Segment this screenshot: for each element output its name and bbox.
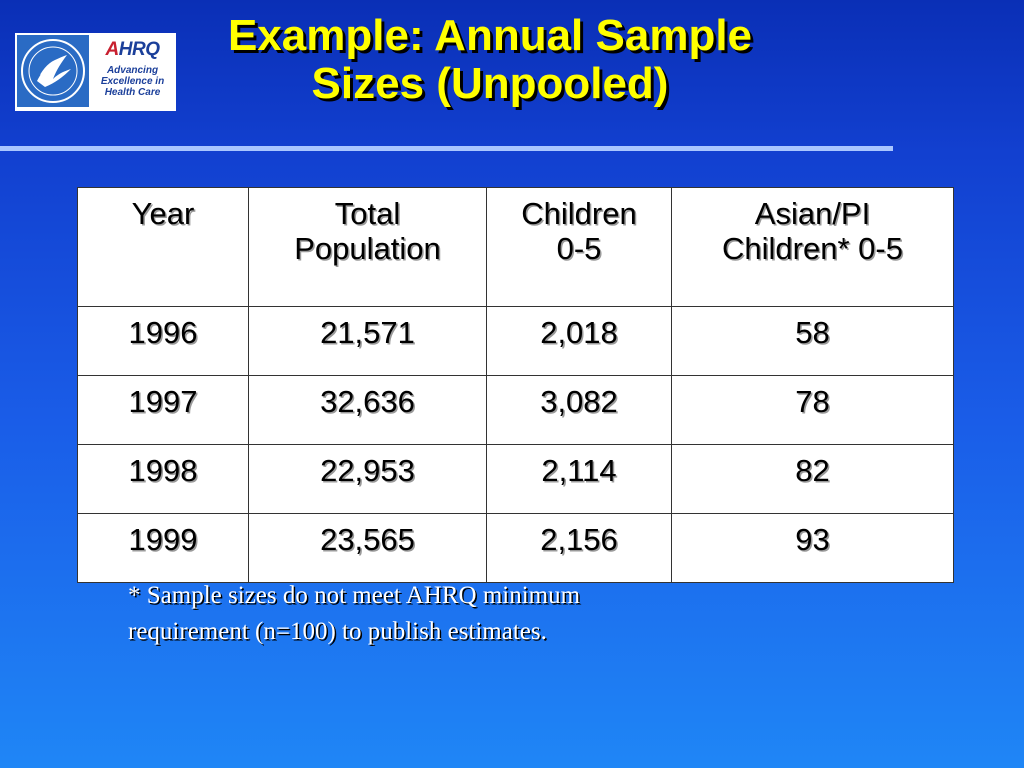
header-text: Total	[334, 196, 401, 231]
ahrq-logo: AHRQ Advancing Excellence in Health Care	[91, 35, 174, 109]
cell-total-population: 21,571	[248, 306, 487, 376]
slide-title-line: Sizes (Unpooled)	[311, 59, 669, 108]
footnote: * Sample sizes do not meet AHRQ minimum …	[128, 578, 768, 650]
sample-size-table: Year Total Population Children 0-5 Asian…	[77, 187, 954, 583]
ahrq-tagline-line: Health Care	[104, 87, 161, 98]
table-row: 1998 22,953 2,114 82	[77, 444, 954, 514]
footnote-line: * Sample sizes do not meet AHRQ minimum	[128, 582, 581, 609]
table-row: 1997 32,636 3,082 78	[77, 375, 954, 445]
cell-year: 1996	[77, 306, 249, 376]
cell-total-population: 23,565	[248, 513, 487, 583]
header-text: Population	[294, 231, 441, 266]
header-asian-pi-children: Asian/PI Children* 0-5	[671, 187, 954, 307]
cell-asian-pi-children: 93	[671, 513, 954, 583]
cell-children: 2,156	[486, 513, 672, 583]
ahrq-tagline-line: Excellence in	[100, 76, 165, 87]
header-text: Asian/PI	[754, 196, 871, 231]
title-divider	[0, 146, 893, 151]
header-children-0-5: Children 0-5	[486, 187, 672, 307]
cell-total-population: 22,953	[248, 444, 487, 514]
cell-asian-pi-children: 58	[671, 306, 954, 376]
cell-asian-pi-children: 82	[671, 444, 954, 514]
ahrq-wordmark-accent: A	[105, 39, 120, 60]
ahrq-wordmark: AHRQ	[93, 39, 172, 61]
cell-year: 1997	[77, 375, 249, 445]
header-text: Year	[131, 196, 195, 231]
ahrq-wordmark-rest: HRQ	[118, 39, 160, 60]
cell-children: 2,018	[486, 306, 672, 376]
cell-year: 1999	[77, 513, 249, 583]
header-year: Year	[77, 187, 249, 307]
table-row: 1996 21,571 2,018 58	[77, 306, 954, 376]
slide-title: Example: Annual Sample Sizes (Unpooled)	[190, 12, 790, 108]
cell-asian-pi-children: 78	[671, 375, 954, 445]
table-row: 1999 23,565 2,156 93	[77, 513, 954, 583]
cell-children: 2,114	[486, 444, 672, 514]
footnote-line: requirement (n=100) to publish estimates…	[128, 618, 547, 645]
cell-year: 1998	[77, 444, 249, 514]
ahrq-tagline-line: Advancing	[106, 65, 159, 76]
header-text: Children* 0-5	[722, 231, 903, 266]
hhs-seal-icon	[17, 35, 89, 107]
header-text: Children	[521, 196, 637, 231]
cell-children: 3,082	[486, 375, 672, 445]
table-header-row: Year Total Population Children 0-5 Asian…	[77, 187, 954, 307]
cell-total-population: 32,636	[248, 375, 487, 445]
header-total-population: Total Population	[248, 187, 487, 307]
slide-title-line: Example: Annual Sample	[227, 11, 753, 60]
ahrq-tagline: Advancing Excellence in Health Care	[91, 65, 174, 98]
header-text: 0-5	[556, 231, 602, 266]
logo-block: AHRQ Advancing Excellence in Health Care	[15, 33, 176, 111]
